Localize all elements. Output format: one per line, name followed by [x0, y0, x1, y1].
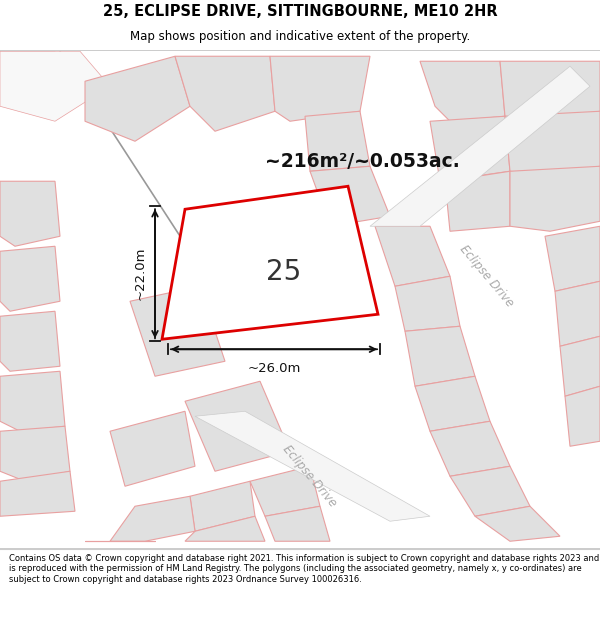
Polygon shape [565, 386, 600, 446]
Polygon shape [0, 51, 55, 101]
Polygon shape [430, 421, 510, 476]
Polygon shape [190, 481, 255, 531]
Polygon shape [185, 381, 290, 471]
Text: Eclipse Drive: Eclipse Drive [457, 243, 517, 309]
Polygon shape [305, 111, 370, 171]
Polygon shape [415, 376, 490, 431]
Polygon shape [445, 171, 510, 231]
Text: ~22.0m: ~22.0m [134, 247, 147, 301]
Polygon shape [0, 181, 60, 246]
Polygon shape [560, 336, 600, 396]
Polygon shape [0, 471, 75, 516]
Polygon shape [420, 61, 505, 121]
Text: 25: 25 [266, 258, 301, 286]
Polygon shape [110, 496, 195, 541]
Polygon shape [110, 411, 195, 486]
Polygon shape [0, 51, 110, 121]
Polygon shape [510, 166, 600, 231]
Polygon shape [375, 226, 450, 286]
Text: 25, ECLIPSE DRIVE, SITTINGBOURNE, ME10 2HR: 25, ECLIPSE DRIVE, SITTINGBOURNE, ME10 2… [103, 4, 497, 19]
Polygon shape [185, 516, 265, 541]
Polygon shape [310, 166, 390, 226]
Polygon shape [195, 411, 430, 521]
Polygon shape [162, 186, 378, 339]
Polygon shape [250, 466, 320, 516]
Polygon shape [450, 466, 530, 516]
Polygon shape [405, 326, 475, 386]
Polygon shape [270, 56, 370, 121]
Text: ~216m²/~0.053ac.: ~216m²/~0.053ac. [265, 152, 460, 171]
Polygon shape [430, 116, 510, 181]
Polygon shape [0, 246, 60, 311]
Polygon shape [0, 311, 60, 371]
Polygon shape [265, 506, 330, 541]
Polygon shape [0, 426, 70, 481]
Text: Eclipse Drive: Eclipse Drive [280, 443, 340, 509]
Polygon shape [500, 61, 600, 121]
Text: Map shows position and indicative extent of the property.: Map shows position and indicative extent… [130, 31, 470, 43]
Polygon shape [395, 276, 460, 331]
Polygon shape [555, 281, 600, 346]
Text: Contains OS data © Crown copyright and database right 2021. This information is : Contains OS data © Crown copyright and d… [9, 554, 599, 584]
Polygon shape [85, 56, 190, 141]
Text: ~26.0m: ~26.0m [247, 362, 301, 375]
Polygon shape [475, 506, 560, 541]
Polygon shape [545, 226, 600, 291]
Polygon shape [505, 111, 600, 176]
Polygon shape [0, 371, 65, 431]
Polygon shape [175, 56, 275, 131]
Polygon shape [130, 286, 225, 376]
Polygon shape [370, 66, 590, 226]
